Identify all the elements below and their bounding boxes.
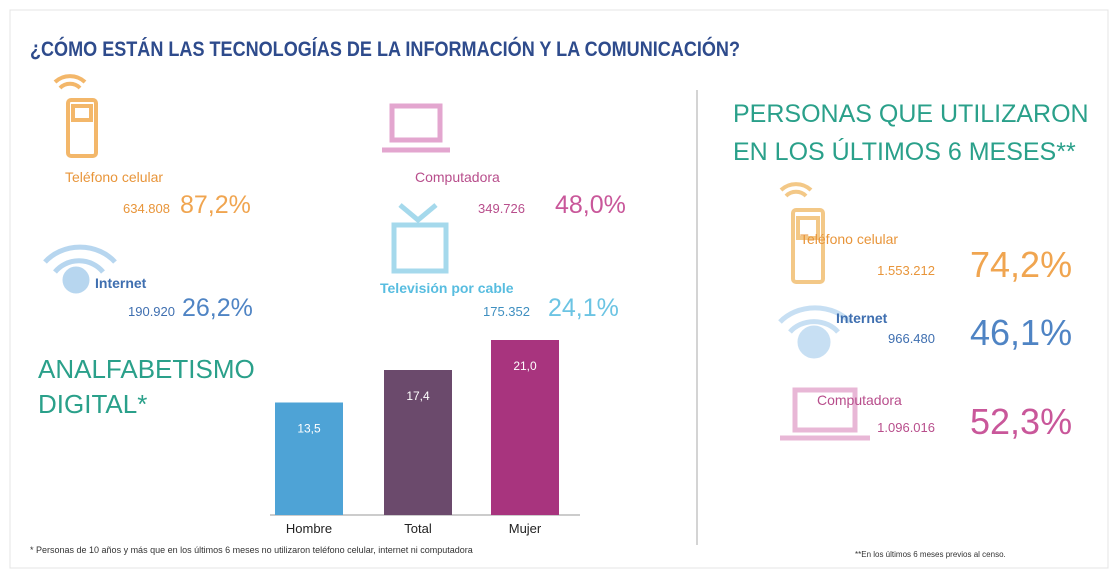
item-label: Teléfono celular bbox=[800, 231, 898, 247]
phone-icon bbox=[53, 74, 98, 158]
title: ¿CÓMO ESTÁN LAS TECNOLOGÍAS DE LA INFORM… bbox=[30, 37, 740, 61]
item-count: 190.920 bbox=[128, 304, 175, 319]
item-count: 1.553.212 bbox=[877, 263, 935, 278]
item-count: 634.808 bbox=[123, 201, 170, 216]
bars: 13,5 Hombre 17,4 Total 21,0 Mujer bbox=[275, 340, 559, 536]
item-label: Teléfono celular bbox=[65, 169, 163, 185]
item-count: 349.726 bbox=[478, 201, 525, 216]
bar bbox=[384, 370, 452, 515]
item-count: 1.096.016 bbox=[877, 420, 935, 435]
item-label: Computadora bbox=[415, 169, 500, 185]
item-percent: 52,3% bbox=[970, 401, 1072, 442]
laptop-icon bbox=[382, 103, 450, 153]
item-percent: 48,0% bbox=[555, 191, 626, 219]
footnote-right: **En los últimos 6 meses previos al cens… bbox=[855, 550, 1006, 559]
item-count: 966.480 bbox=[888, 331, 935, 346]
chart-heading: ANALFABETISMO bbox=[38, 354, 255, 384]
bar bbox=[491, 340, 559, 515]
item-percent: 46,1% bbox=[970, 312, 1072, 353]
item-count: 175.352 bbox=[483, 304, 530, 319]
item-label: Televisión por cable bbox=[380, 280, 514, 296]
bar bbox=[275, 402, 343, 515]
frame bbox=[9, 9, 1109, 569]
category-label: Mujer bbox=[509, 521, 542, 536]
item-label: Computadora bbox=[817, 392, 902, 408]
persons-heading: PERSONAS QUE UTILIZARON bbox=[733, 100, 1089, 128]
footnote: * Personas de 10 años y más que en los ú… bbox=[30, 545, 473, 555]
item-percent: 24,1% bbox=[548, 294, 619, 322]
bar-value-label: 13,5 bbox=[297, 422, 321, 436]
category-label: Total bbox=[404, 521, 432, 536]
laptop-icon-right bbox=[780, 387, 870, 441]
item-percent: 26,2% bbox=[182, 294, 253, 322]
tv-icon bbox=[391, 203, 449, 274]
item-percent: 74,2% bbox=[970, 244, 1072, 285]
wifi-icon bbox=[43, 244, 117, 294]
phone-icon-right bbox=[779, 182, 825, 284]
wifi-icon-right bbox=[778, 305, 852, 359]
bar-value-label: 17,4 bbox=[406, 389, 430, 403]
bar-value-label: 21,0 bbox=[513, 359, 537, 373]
category-label: Hombre bbox=[286, 521, 332, 536]
persons-heading: EN LOS ÚLTIMOS 6 MESES** bbox=[733, 137, 1076, 166]
item-label: Internet bbox=[836, 310, 888, 326]
item-label: Internet bbox=[95, 275, 147, 291]
item-percent: 87,2% bbox=[180, 191, 251, 219]
chart-heading: DIGITAL* bbox=[38, 389, 147, 419]
